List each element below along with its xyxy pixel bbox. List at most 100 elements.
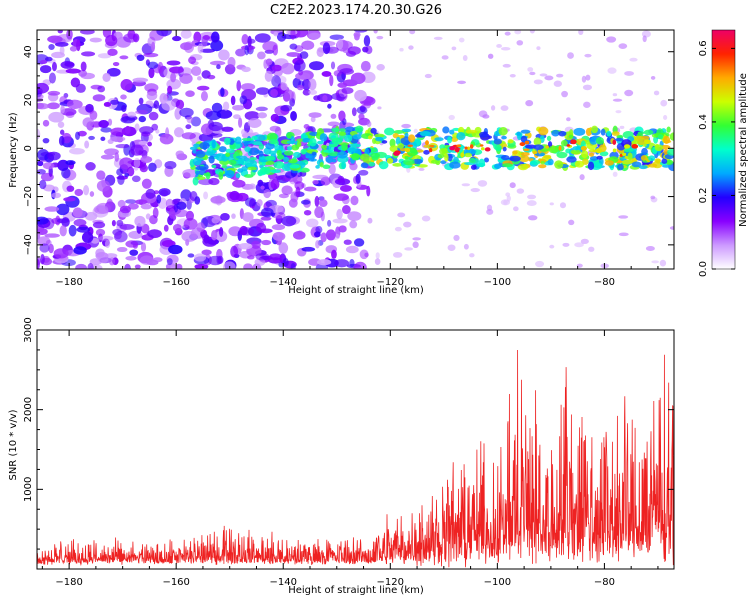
spectrogram-blob [470,164,477,170]
snr-y-tick-label: 3000 [23,317,34,342]
spectrogram-blob [669,226,674,230]
spectrogram-blob [257,112,268,119]
spectrogram-blob [496,44,502,48]
spectrogram-blob [194,263,209,269]
spectrogram-blob [76,39,81,52]
spectrogram-blob [538,164,547,169]
spectrogram-blob [308,158,317,162]
spectrogram-blob [194,196,201,205]
spectrogram-blob [498,126,508,136]
spectrogram-blob [129,249,139,256]
spectrogram-blob [503,199,508,205]
spectrogram-blob [323,149,335,153]
spectrogram-blob [451,46,457,51]
spectrogram-blob [124,263,131,269]
spectrogram-blob [336,93,345,102]
spectrogram-hotspot [449,145,456,151]
spectrogram-blob [44,56,53,62]
spectrogram-blob [330,113,337,119]
spectrogram-blob [80,72,95,80]
spectrogram-blob [353,31,361,38]
spectrogram-blob [76,226,91,233]
spectrogram-blob [582,84,593,91]
spectrogram-blob [606,36,617,43]
spectrogram-blob [247,166,257,171]
spectrogram-blob [392,132,399,139]
spectrogram-blob [288,158,298,164]
spectrogram-blob [156,30,172,37]
spectrogram-blob [513,206,519,212]
spectrogram-y-tick-label: 20 [23,94,34,107]
spectrogram-blob [401,128,412,133]
spectrogram-blob [567,52,574,59]
spectrogram-blob [589,136,598,145]
spectrogram-blob [538,126,549,136]
spectrogram-blob [639,165,648,170]
spectrogram-blob [347,147,357,153]
spectrogram-blob [615,110,622,114]
spectrogram-blob [135,109,148,115]
spectrogram-blob [47,90,61,96]
spectrogram-hotspot [592,149,597,153]
spectrogram-blob [51,61,57,72]
spectrogram-blob [654,158,661,163]
spectrogram-blob [136,54,145,61]
spectrogram-blob [120,94,127,100]
colorbar: 0.0 0.2 0.4 0.6 Normalized spectral amplitu… [698,29,749,277]
spectrogram-blob [225,169,235,179]
spectrogram-blob [341,87,354,95]
spectrogram-blob [512,150,518,155]
spectrogram-blob [131,175,141,183]
spectrogram-blob [275,175,284,181]
spectrogram-hotspot [479,144,484,147]
spectrogram-blob [148,111,159,121]
spectrogram-blob [88,135,95,140]
spectrogram-blob [456,132,466,141]
spectrogram-blob [147,141,152,147]
spectrogram-blob [504,31,511,36]
spectrogram-blob [440,160,447,165]
spectrogram-blob [501,135,507,140]
snr-x-tick-label: −100 [484,577,511,588]
spectrogram-blob [308,258,322,266]
spectrogram-blob [276,149,282,156]
spectrogram-blob [505,192,511,197]
spectrogram-blob [650,195,656,200]
spectrogram-blob [308,78,317,91]
spectrogram-blob [147,229,162,239]
spectrogram-blob [589,156,599,161]
spectrogram-blob [574,242,584,248]
spectrogram-blob [338,225,347,233]
spectrogram-x-axis-label: Height of straight line (km) [288,285,424,296]
spectrogram-blob [329,34,344,40]
spectrogram-blob [470,188,481,193]
spectrogram-y-tick-label: 40 [23,45,34,58]
spectrogram-blob [290,262,296,269]
spectrogram-blob [97,85,106,93]
spectrogram-blob [342,205,351,215]
spectrogram-blob [556,73,564,78]
spectrogram-blob [166,258,173,266]
spectrogram-blob [69,46,78,52]
spectrogram-blob [535,260,545,268]
spectrogram-blob [612,98,623,102]
spectrogram-blob [185,124,192,130]
spectrogram-blob [215,153,226,162]
spectrogram-blob [273,161,285,169]
spectrogram-blob [419,130,431,137]
spectrogram-blob [117,174,125,185]
spectrogram-blob [125,255,137,261]
spectrogram-blob [623,148,634,153]
spectrogram-blob [331,127,340,133]
spectrogram-blob [81,231,94,244]
spectrogram-blob [501,154,510,161]
spectrogram-blob [70,77,81,88]
spectrogram-blob [60,60,75,69]
spectrogram-blob [331,137,343,145]
spectrogram-blob [68,224,77,237]
spectrogram-blob [376,63,385,71]
spectrogram-blob [165,198,174,209]
spectrogram-blob [75,131,81,140]
spectrogram-blob [409,30,416,35]
spectrogram-blob [444,153,449,162]
